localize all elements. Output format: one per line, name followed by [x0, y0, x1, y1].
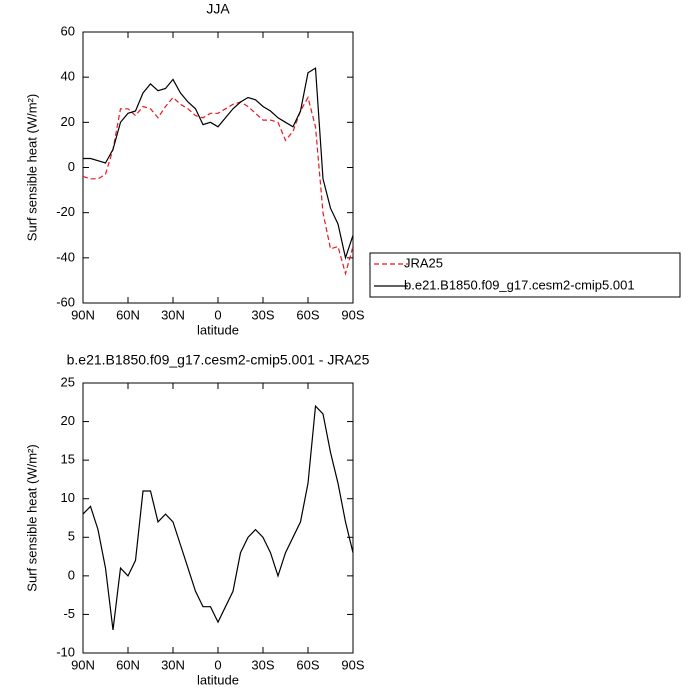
plot-frame — [82, 31, 354, 304]
y-tick-label: 15 — [61, 452, 75, 467]
y-tick-label: 20 — [61, 114, 75, 129]
x-tick-label: 90S — [341, 307, 364, 322]
x-tick-label: 30N — [161, 657, 185, 672]
legend-label: b.e21.B1850.f09_g17.cesm2-cmip5.001 — [404, 277, 635, 292]
plot-frame — [82, 382, 354, 654]
y-tick-label: 20 — [61, 413, 75, 428]
y-tick-label: 0 — [68, 567, 75, 582]
data-line — [82, 95, 354, 276]
legend-label: JRA25 — [404, 255, 443, 270]
x-tick-label: 60S — [296, 307, 319, 322]
y-tick-label: 60 — [61, 23, 75, 38]
x-tick-label: 90S — [341, 657, 364, 672]
x-tick-label: 60N — [116, 307, 140, 322]
y-axis-label: Surf sensible heat (W/m²) — [24, 444, 39, 591]
y-tick-label: 0 — [68, 159, 75, 174]
data-line — [83, 67, 354, 261]
x-tick-label: 30S — [251, 307, 274, 322]
x-tick-label: 30N — [161, 307, 185, 322]
y-tick-label: -10 — [56, 644, 75, 659]
y-tick-label: -5 — [63, 606, 75, 621]
x-tick-label: 90N — [71, 307, 95, 322]
chart-title: b.e21.B1850.f09_g17.cesm2-cmip5.001 - JR… — [67, 352, 370, 368]
y-tick-label: 40 — [61, 69, 75, 84]
y-tick-label: -20 — [56, 204, 75, 219]
y-tick-label: 10 — [61, 490, 75, 505]
y-tick-label: -40 — [56, 249, 75, 264]
data-line — [82, 404, 354, 630]
y-tick-label: 5 — [68, 529, 75, 544]
x-tick-label: 60S — [296, 657, 319, 672]
y-axis-label: Surf sensible heat (W/m²) — [24, 94, 39, 241]
legend-box — [369, 252, 681, 298]
panel: JJA -60 -40 -20 0 20 40 60 90N 60N 30N 0 30S 60S 90S la… — [24, 1, 681, 337]
x-tick-label: 90N — [71, 657, 95, 672]
x-axis-label: latitude — [197, 322, 239, 337]
chart-title: JJA — [206, 1, 230, 17]
y-tick-label: -60 — [56, 294, 75, 309]
x-tick-label: 30S — [251, 657, 274, 672]
x-axis-label: latitude — [197, 672, 239, 687]
x-tick-label: 0 — [214, 307, 221, 322]
x-tick-label: 60N — [116, 657, 140, 672]
y-tick-label: 25 — [61, 374, 75, 389]
panel: b.e21.B1850.f09_g17.cesm2-cmip5.001 - JR… — [24, 352, 369, 688]
x-tick-label: 0 — [214, 657, 221, 672]
